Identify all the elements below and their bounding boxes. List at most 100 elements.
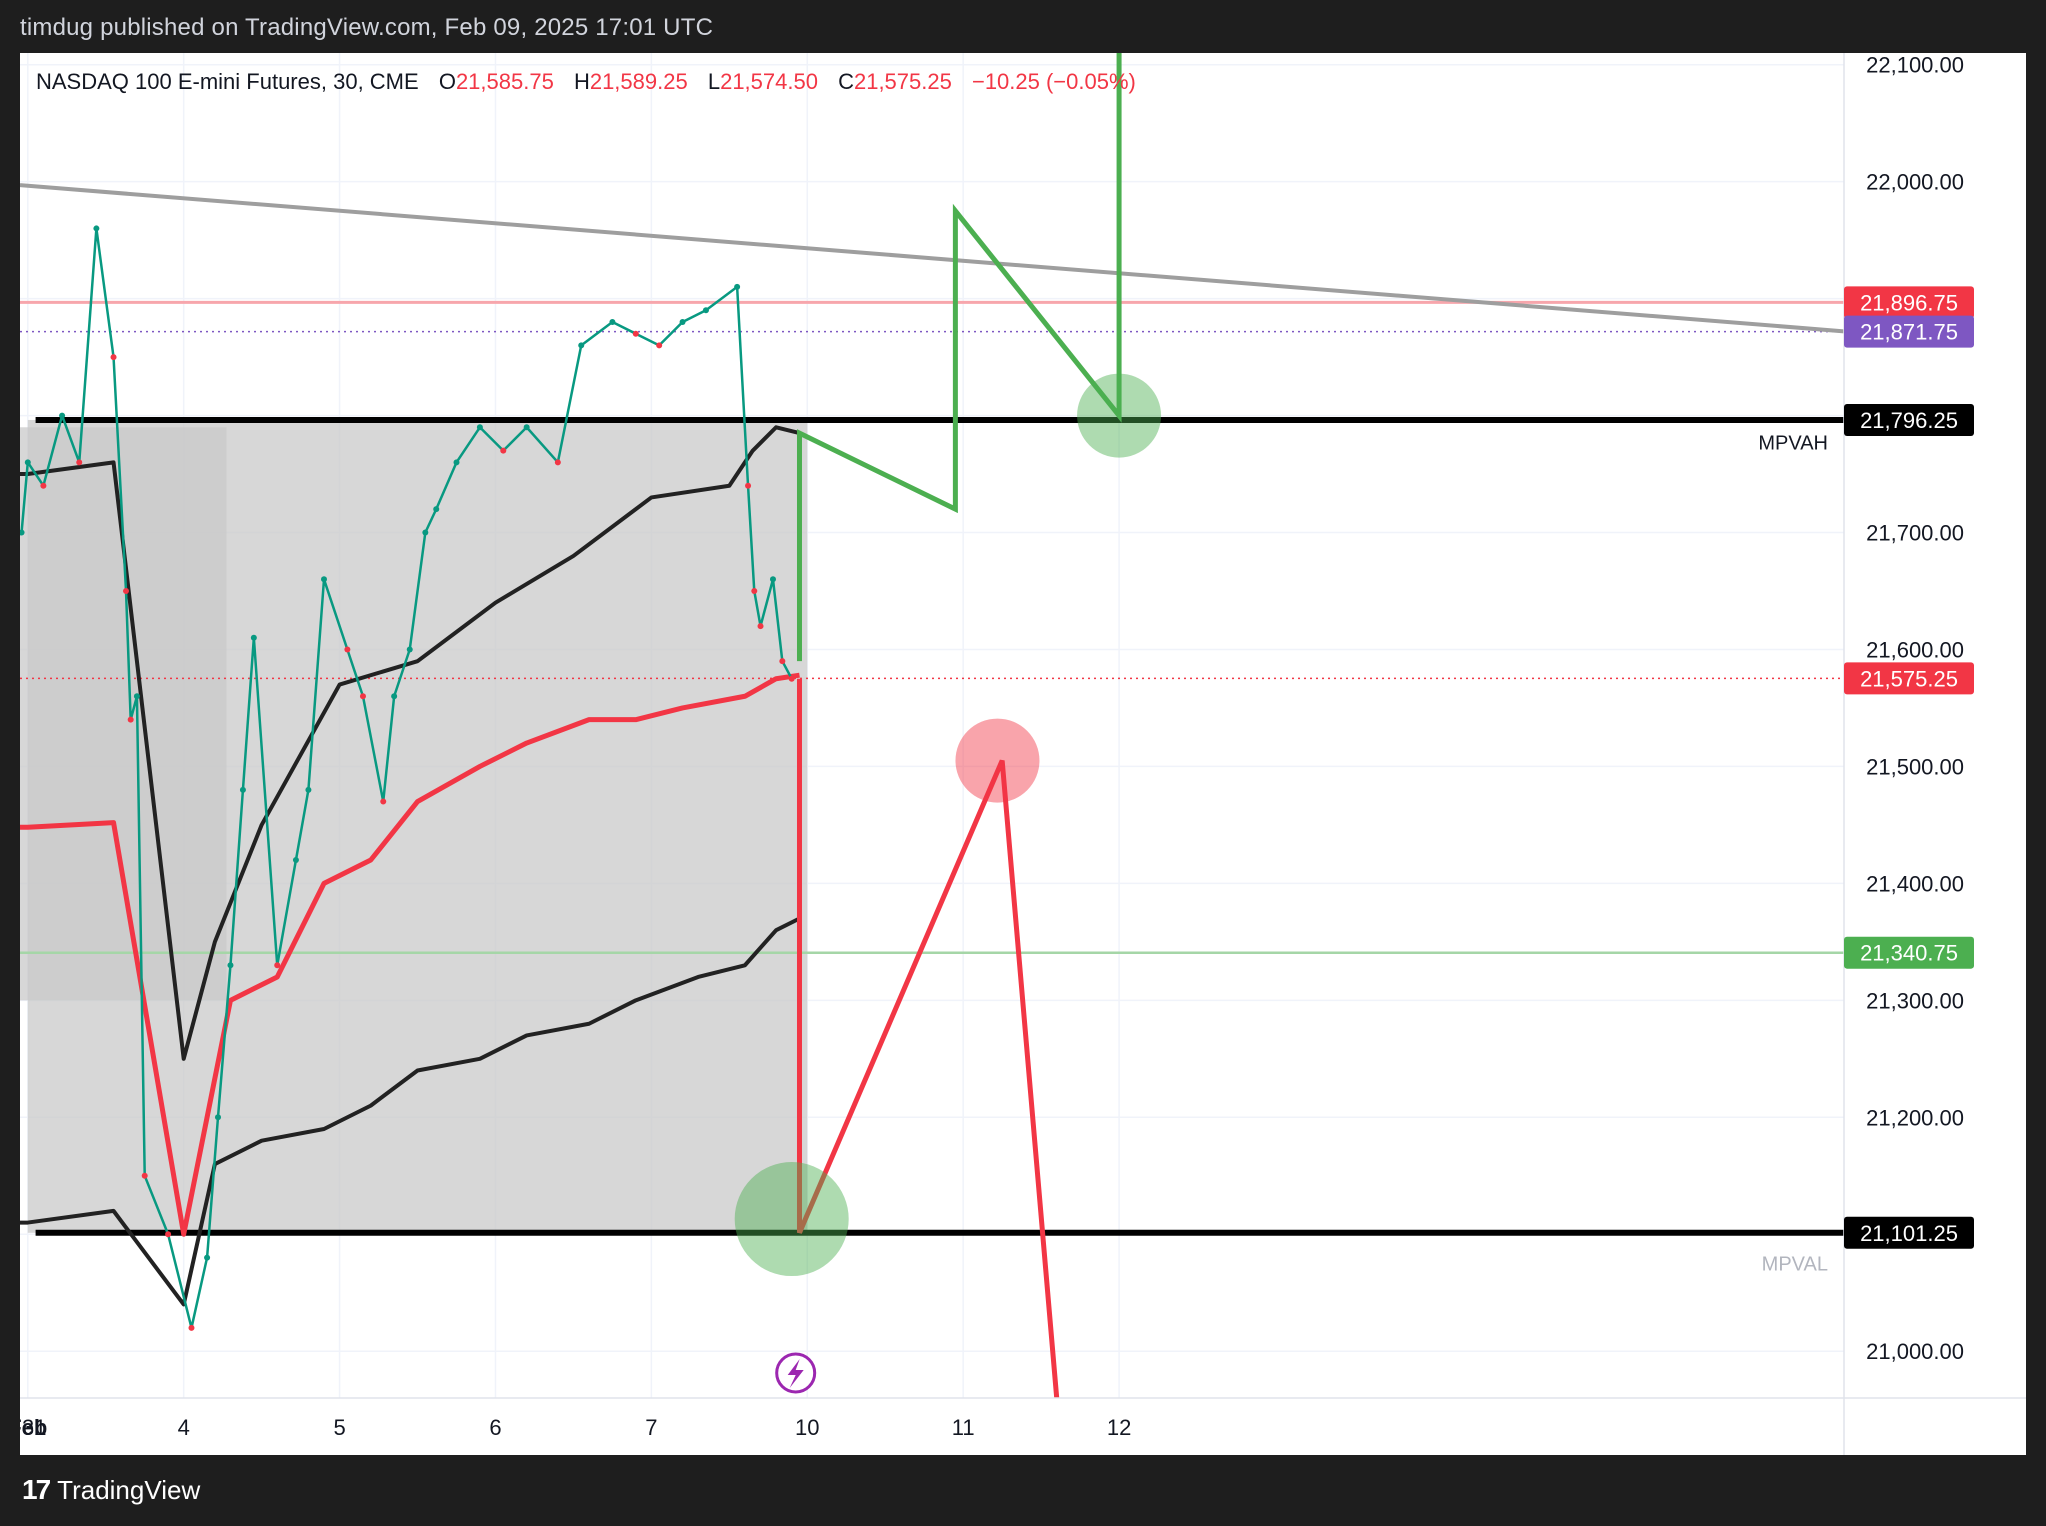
tradingview-logo[interactable]: 17 TradingView — [22, 1474, 200, 1506]
price-point-1 — [24, 459, 31, 466]
band-line-2 — [20, 916, 801, 1307]
price-point-41 — [745, 482, 752, 489]
descending-trendline — [20, 183, 1845, 334]
price-point-7 — [123, 588, 130, 594]
level-label-0: MPVAH — [1758, 432, 1828, 454]
publisher-header: timdug published on TradingView.com, Feb… — [20, 14, 714, 41]
price-point-0 — [20, 529, 25, 536]
y-tick-label-2: 21,200.00 — [1866, 1105, 1964, 1130]
price-point-5 — [93, 225, 100, 232]
legend-change-value: −10.25 (−0.05%) — [971, 69, 1136, 94]
legend-symbol: NASDAQ 100 E-mini Futures, 30, CME — [36, 69, 419, 94]
price-point-31 — [500, 447, 507, 454]
y-tick-label-3: 21,300.00 — [1866, 988, 1964, 1013]
legend-close-label: C — [838, 69, 854, 94]
price-point-12 — [188, 1324, 195, 1331]
price-point-2 — [40, 482, 47, 489]
price-tag-bg-0 — [1844, 286, 1974, 319]
price-point-46 — [788, 675, 795, 682]
x-tick-label-1: Feb — [20, 1415, 47, 1440]
projection-marker-0 — [1077, 373, 1162, 458]
y-tick-label-4: 21,400.00 — [1866, 871, 1964, 896]
price-tag-bg-5 — [1844, 1216, 1974, 1249]
price-point-22 — [344, 646, 351, 653]
price-point-15 — [227, 962, 234, 969]
tradingview-brand-text: TradingView — [57, 1474, 201, 1505]
price-point-27 — [422, 529, 429, 536]
price-chart[interactable]: 21,000.0021,100.0021,200.0021,300.0021,4… — [20, 53, 2026, 1455]
price-point-29 — [453, 459, 460, 466]
projection-path-0 — [796, 53, 1122, 662]
price-tag-bg-4 — [1844, 936, 1974, 969]
projection-marker-2 — [734, 1162, 849, 1277]
price-point-11 — [165, 1231, 172, 1238]
price-point-16 — [239, 786, 246, 793]
price-point-28 — [433, 506, 440, 513]
lightning-event-icon — [775, 1352, 817, 1394]
price-point-21 — [321, 576, 327, 583]
x-tick-label-8: 12 — [1107, 1415, 1131, 1440]
x-tick-label-4: 6 — [489, 1415, 501, 1440]
x-tick-label-6: 10 — [795, 1415, 819, 1440]
price-point-4 — [76, 459, 83, 466]
price-point-39 — [702, 307, 709, 314]
price-point-14 — [214, 1114, 221, 1121]
price-point-38 — [679, 319, 686, 325]
x-tick-label-3: 5 — [333, 1415, 345, 1440]
tradingview-mark-icon: 17 — [22, 1474, 51, 1505]
legend-open-label: O — [438, 69, 456, 94]
price-point-10 — [141, 1172, 148, 1179]
band-line-0 — [20, 425, 800, 1061]
price-tag-bg-3 — [1844, 662, 1974, 695]
price-point-8 — [127, 716, 134, 723]
y-tick-label-5: 21,500.00 — [1866, 754, 1964, 779]
price-point-44 — [769, 576, 776, 583]
price-point-9 — [133, 693, 140, 700]
price-point-13 — [204, 1254, 211, 1261]
price-point-45 — [779, 658, 786, 665]
chart-legend: NASDAQ 100 E-mini Futures, 30, CME O21,5… — [36, 69, 1150, 95]
legend-close-value: 21,575.25 — [853, 69, 952, 94]
y-tick-label-10: 22,000.00 — [1866, 170, 1964, 195]
price-point-30 — [476, 424, 483, 431]
legend-low-value: 21,574.50 — [720, 69, 818, 94]
y-tick-label-0: 21,000.00 — [1866, 1339, 1964, 1364]
price-point-35 — [609, 319, 616, 325]
price-point-43 — [757, 623, 764, 630]
price-point-26 — [406, 646, 413, 653]
level-label-1: MPVAL — [1762, 1253, 1828, 1275]
price-tag-label-3: 21,575.25 — [1860, 666, 1958, 691]
time-axis-strip — [20, 1398, 2026, 1455]
price-tag-label-4: 21,340.75 — [1860, 941, 1958, 966]
projection-path-1 — [796, 678, 1060, 1399]
price-point-34 — [578, 342, 585, 349]
price-point-36 — [632, 330, 639, 337]
y-tick-label-6: 21,600.00 — [1866, 637, 1964, 662]
band-line-1 — [20, 672, 800, 1237]
price-point-42 — [751, 588, 758, 594]
y-tick-label-7: 21,700.00 — [1866, 521, 1964, 546]
price-tag-label-5: 21,101.25 — [1860, 1221, 1958, 1246]
price-tag-bg-1 — [1844, 315, 1974, 348]
legend-open-value: 21,585.75 — [455, 69, 554, 94]
price-point-18 — [274, 962, 281, 969]
price-point-23 — [359, 693, 366, 700]
lightning-bolt — [787, 1359, 804, 1388]
x-tick-label-2: 4 — [178, 1415, 190, 1440]
legend-high-label: H — [573, 69, 590, 94]
chart-frame[interactable]: 21,000.0021,100.0021,200.0021,300.0021,4… — [20, 53, 2026, 1455]
price-point-37 — [656, 342, 663, 349]
price-point-20 — [305, 786, 312, 793]
x-tick-label-0: 31 — [22, 1415, 46, 1440]
x-tick-label-7: 11 — [952, 1415, 975, 1440]
legend-low-label: L — [707, 69, 721, 94]
price-point-3 — [59, 412, 66, 419]
price-point-24 — [380, 798, 387, 805]
x-tick-label-5: 7 — [645, 1415, 657, 1440]
price-point-17 — [250, 634, 257, 641]
price-tag-bg-2 — [1844, 403, 1974, 436]
price-tag-label-1: 21,871.75 — [1860, 320, 1958, 345]
legend-high-value: 21,589.25 — [589, 69, 688, 94]
price-point-6 — [110, 354, 117, 361]
price-tag-label-0: 21,896.75 — [1860, 290, 1958, 315]
